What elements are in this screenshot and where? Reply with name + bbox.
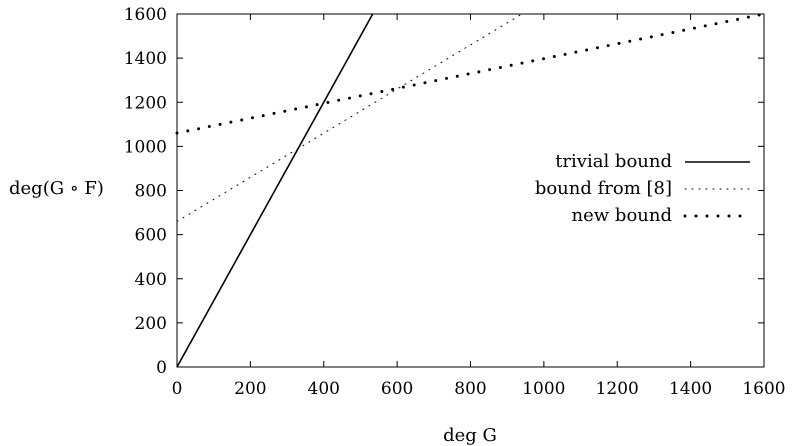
legend-label-1: bound from [8]	[535, 178, 672, 199]
y-tick-label: 400	[135, 270, 167, 290]
plot-frame	[176, 13, 765, 368]
x-tick-label: 1400	[669, 379, 712, 399]
y-tick-label: 0	[156, 358, 167, 378]
legend-label-2: new bound	[572, 205, 672, 226]
y-tick-label: 1000	[124, 137, 167, 157]
series-line-2	[175, 12, 766, 135]
x-tick-label: 600	[381, 379, 413, 399]
y-tick-label: 1600	[124, 5, 167, 25]
y-tick-label: 200	[135, 314, 167, 334]
y-axis: 0 200 400 600 800 1000 1200 1400 1600	[124, 5, 764, 378]
y-tick-label: 600	[135, 226, 167, 246]
x-tick-label: 0	[172, 379, 183, 399]
x-tick-label: 400	[308, 379, 340, 399]
y-tick-label: 800	[135, 182, 167, 202]
x-tick-label: 800	[454, 379, 486, 399]
x-axis: 0 200 400 600 800 1000 1200 1400 1600	[172, 14, 786, 399]
series-layer	[175, 12, 766, 368]
legend: trivial bound bound from [8] new bound	[535, 151, 752, 226]
y-tick-label: 1200	[124, 93, 167, 113]
x-axis-label: deg G	[443, 425, 497, 446]
x-tick-label: 1600	[742, 379, 785, 399]
plot-frame-group	[176, 13, 765, 368]
series-line-1	[176, 13, 523, 222]
legend-label-0: trivial bound	[555, 151, 672, 172]
x-tick-label: 200	[234, 379, 266, 399]
y-tick-label: 1400	[124, 49, 167, 69]
y-axis-label: deg(G ∘ F)	[9, 178, 104, 199]
x-tick-label: 1000	[522, 379, 565, 399]
series-line-0	[176, 13, 374, 368]
x-tick-label: 1200	[596, 379, 639, 399]
